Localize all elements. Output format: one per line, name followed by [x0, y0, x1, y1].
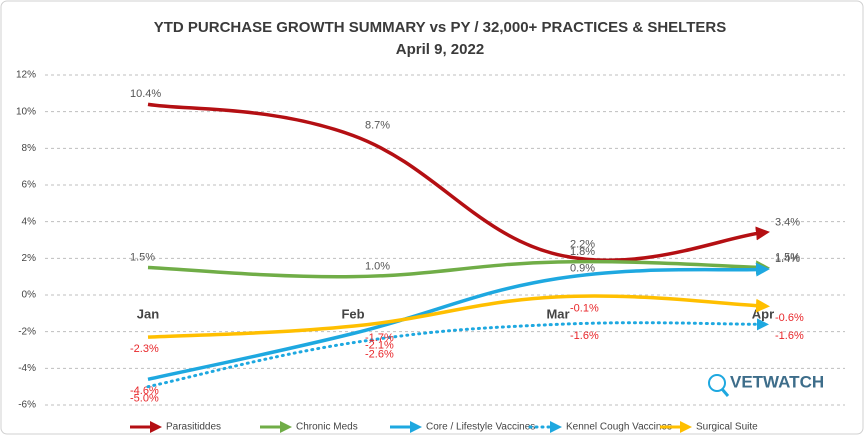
data-label: -2.1% — [365, 339, 394, 351]
x-tick-label: Apr — [752, 306, 774, 321]
chart-subtitle: April 9, 2022 — [396, 41, 484, 58]
data-label: -2.6% — [365, 349, 394, 361]
data-label: 1.8% — [570, 246, 595, 258]
legend-label: Surgical Suite — [696, 422, 758, 433]
legend-label: Kennel Cough Vaccines — [566, 422, 672, 433]
data-label: -1.7% — [365, 332, 394, 344]
data-label: -5.0% — [130, 393, 159, 405]
y-tick-label: 0% — [22, 290, 37, 301]
y-tick-label: 6% — [22, 180, 37, 191]
logo-icon — [708, 374, 726, 392]
logo-icon-handle — [720, 388, 730, 397]
legend-label: Parasitiddes — [166, 422, 221, 433]
data-label: 1.5% — [130, 251, 155, 263]
y-tick-label: 2% — [22, 253, 37, 264]
legend-label: Chronic Meds — [296, 422, 358, 433]
data-label: -4.6% — [130, 385, 159, 397]
data-label: -0.1% — [570, 303, 599, 315]
y-tick-label: 4% — [22, 216, 37, 227]
data-label: 1.4% — [775, 253, 800, 265]
series-line — [147, 262, 770, 382]
y-tick-label: 10% — [16, 106, 36, 117]
legend-label: Core / Lifestyle Vaccines — [426, 422, 535, 433]
data-label: 3.4% — [775, 217, 800, 229]
data-label: -0.6% — [775, 312, 804, 324]
data-label: 1.0% — [365, 261, 390, 273]
y-tick-label: 12% — [16, 70, 36, 81]
series-line — [147, 102, 770, 263]
data-label: 1.5% — [775, 251, 800, 263]
x-tick-label: Jan — [137, 306, 159, 321]
y-tick-label: -4% — [18, 363, 36, 374]
chart-title: YTD PURCHASE GROWTH SUMMARY vs PY / 32,0… — [154, 19, 726, 36]
data-label: 10.4% — [130, 88, 161, 100]
series-line — [147, 259, 770, 279]
y-tick-label: -2% — [18, 326, 36, 337]
logo: VETWATCH — [730, 372, 824, 391]
y-tick-label: 8% — [22, 143, 37, 154]
x-tick-label: Feb — [341, 306, 364, 321]
data-label: 8.7% — [365, 119, 390, 131]
series-line — [146, 318, 769, 389]
series-line — [147, 294, 770, 339]
data-label: -1.6% — [775, 330, 804, 342]
data-label: -2.3% — [130, 343, 159, 355]
x-tick-label: Mar — [546, 306, 569, 321]
data-label: 0.9% — [570, 262, 595, 274]
data-label: -1.6% — [570, 330, 599, 342]
data-label: 2.2% — [570, 239, 595, 251]
y-tick-label: -6% — [18, 400, 36, 411]
